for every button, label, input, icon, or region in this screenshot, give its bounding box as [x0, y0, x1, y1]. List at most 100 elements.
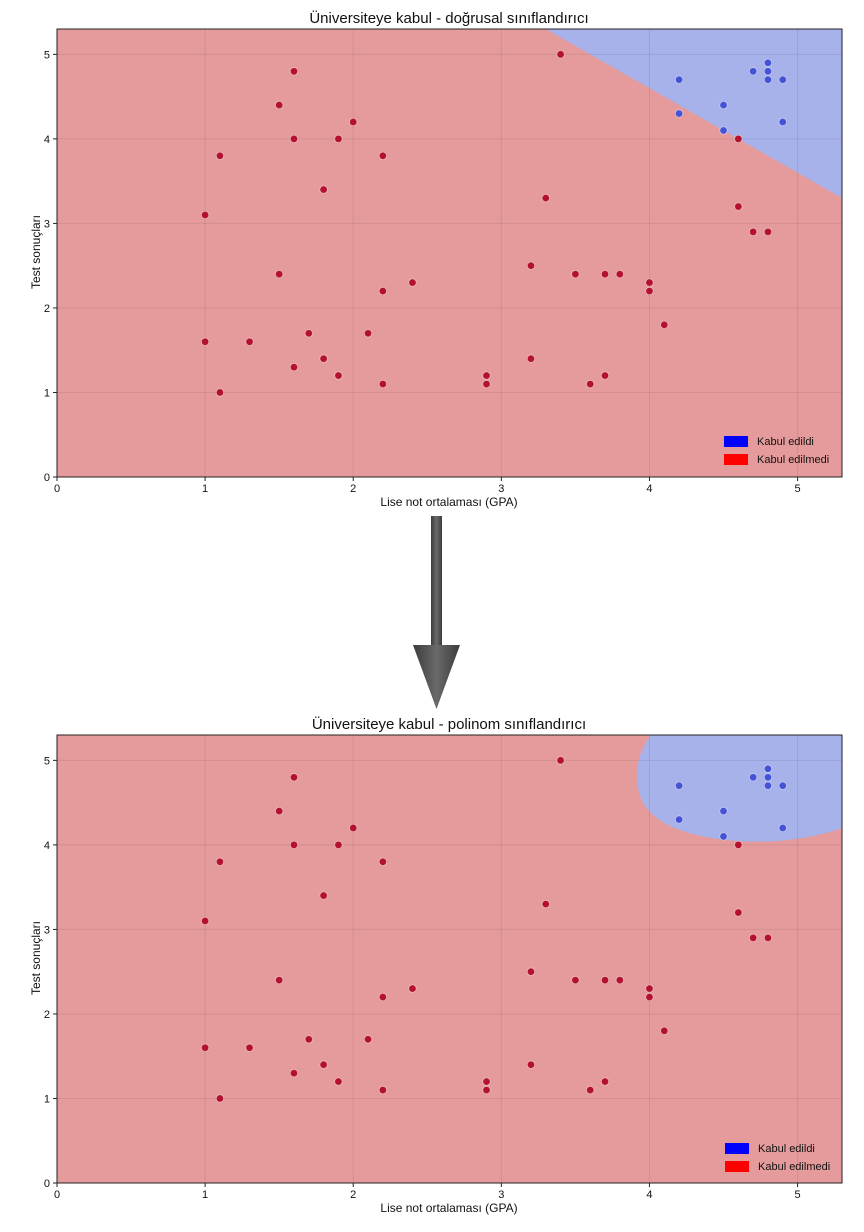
y-tick-label: 4	[44, 840, 50, 852]
data-point-rejected	[526, 967, 536, 976]
x-tick-label: 3	[498, 483, 504, 495]
data-point-rejected	[600, 1077, 610, 1086]
data-point-accepted	[778, 823, 787, 833]
data-point-accepted	[674, 781, 684, 790]
data-point-accepted	[674, 109, 684, 118]
data-point-accepted	[763, 764, 773, 773]
data-point-rejected	[734, 202, 743, 211]
data-point-rejected	[215, 857, 225, 866]
data-point-rejected	[660, 320, 669, 329]
plot-area: 0 1 2 3 4 5 0 1 2 3 4 5	[44, 734, 843, 1201]
legend-swatch-rejected	[725, 1161, 749, 1172]
data-point-rejected	[304, 329, 313, 338]
data-point-rejected	[289, 840, 299, 849]
data-point-rejected	[645, 984, 654, 993]
y-axis-label: Test sonuçları	[29, 921, 43, 995]
x-tick-label: 3	[498, 1189, 504, 1201]
data-point-rejected	[363, 329, 373, 338]
axes-frame	[56, 28, 843, 478]
polynomial-classifier-chart: Üniversiteye kabul - polinom sınıflandır…	[29, 715, 843, 1215]
data-point-rejected	[615, 270, 624, 279]
data-point-rejected	[526, 354, 536, 363]
data-point-rejected	[378, 857, 387, 866]
linear-classifier-chart: Üniversiteye kabul - doğrusal sınıflandı…	[29, 9, 843, 509]
data-point-rejected	[334, 840, 343, 849]
data-point-rejected	[526, 261, 536, 270]
data-point-accepted	[778, 75, 787, 84]
data-point-rejected	[600, 270, 610, 279]
x-tick-label: 5	[795, 1189, 801, 1201]
data-point-rejected	[482, 379, 491, 389]
data-point-rejected	[734, 840, 743, 849]
data-point-accepted	[778, 117, 787, 127]
legend-swatch-accepted	[725, 1143, 749, 1154]
data-point-rejected	[571, 270, 580, 279]
data-point-rejected	[289, 67, 299, 76]
legend-label-rejected: Kabul edilmedi	[758, 1161, 830, 1173]
data-point-rejected	[349, 117, 358, 127]
data-point-accepted	[674, 75, 684, 84]
data-point-accepted	[763, 67, 773, 76]
data-point-rejected	[289, 134, 299, 143]
data-point-accepted	[719, 100, 728, 110]
data-point-accepted	[674, 815, 684, 824]
data-point-rejected	[645, 286, 654, 296]
y-tick-label: 3	[44, 218, 50, 230]
data-point-rejected	[541, 899, 550, 909]
data-point-rejected	[334, 371, 343, 380]
data-point-accepted	[763, 773, 773, 782]
y-tick-label: 1	[44, 387, 50, 399]
data-point-accepted	[719, 126, 728, 135]
data-point-rejected	[571, 976, 580, 985]
y-axis-label: Test sonuçları	[29, 215, 43, 289]
data-point-rejected	[586, 1085, 595, 1095]
data-point-rejected	[734, 908, 743, 917]
data-point-rejected	[378, 151, 387, 160]
y-tick-label: 3	[44, 924, 50, 936]
data-point-rejected	[556, 756, 565, 765]
data-point-rejected	[319, 1060, 328, 1069]
data-point-rejected	[201, 916, 210, 926]
data-point-rejected	[482, 1077, 491, 1086]
data-point-rejected	[289, 773, 299, 782]
legend-swatch-accepted	[724, 436, 748, 447]
x-axis-label: Lise not ortalaması (GPA)	[380, 495, 517, 509]
legend: Kabul edildi Kabul edilmedi	[724, 436, 829, 466]
legend: Kabul edildi Kabul edilmedi	[725, 1143, 830, 1173]
data-point-rejected	[275, 270, 284, 279]
data-point-rejected	[482, 371, 491, 380]
y-tick-label: 2	[44, 1009, 50, 1021]
y-tick-label: 1	[44, 1093, 50, 1105]
data-point-accepted	[719, 806, 728, 816]
data-point-accepted	[719, 832, 728, 841]
data-point-rejected	[734, 134, 743, 143]
data-point-rejected	[763, 933, 773, 942]
data-point-rejected	[763, 227, 773, 236]
data-point-rejected	[541, 193, 550, 203]
x-tick-label: 0	[54, 1189, 60, 1201]
data-point-rejected	[289, 363, 299, 372]
data-point-accepted	[749, 773, 758, 782]
data-point-rejected	[289, 1069, 299, 1078]
data-point-rejected	[378, 286, 387, 296]
data-point-accepted	[763, 781, 773, 790]
transition-arrow-icon	[413, 516, 460, 709]
data-point-rejected	[600, 371, 610, 380]
data-point-rejected	[482, 1085, 491, 1095]
x-tick-label: 0	[54, 483, 60, 495]
y-tick-label: 2	[44, 303, 50, 315]
data-point-rejected	[749, 227, 758, 236]
data-point-rejected	[215, 388, 225, 397]
data-point-rejected	[408, 984, 417, 993]
data-point-rejected	[334, 134, 343, 143]
data-point-rejected	[645, 992, 654, 1002]
data-point-rejected	[275, 100, 284, 110]
x-tick-label: 2	[350, 1189, 356, 1201]
data-point-rejected	[526, 1060, 536, 1069]
data-point-accepted	[763, 75, 773, 84]
plot-area: 0 1 2 3 4 5 0 1 2 3 4 5	[44, 28, 843, 495]
data-point-rejected	[201, 1043, 210, 1052]
y-tick-label: 4	[44, 134, 50, 146]
data-point-rejected	[334, 1077, 343, 1086]
y-tick-label: 0	[44, 1178, 50, 1190]
